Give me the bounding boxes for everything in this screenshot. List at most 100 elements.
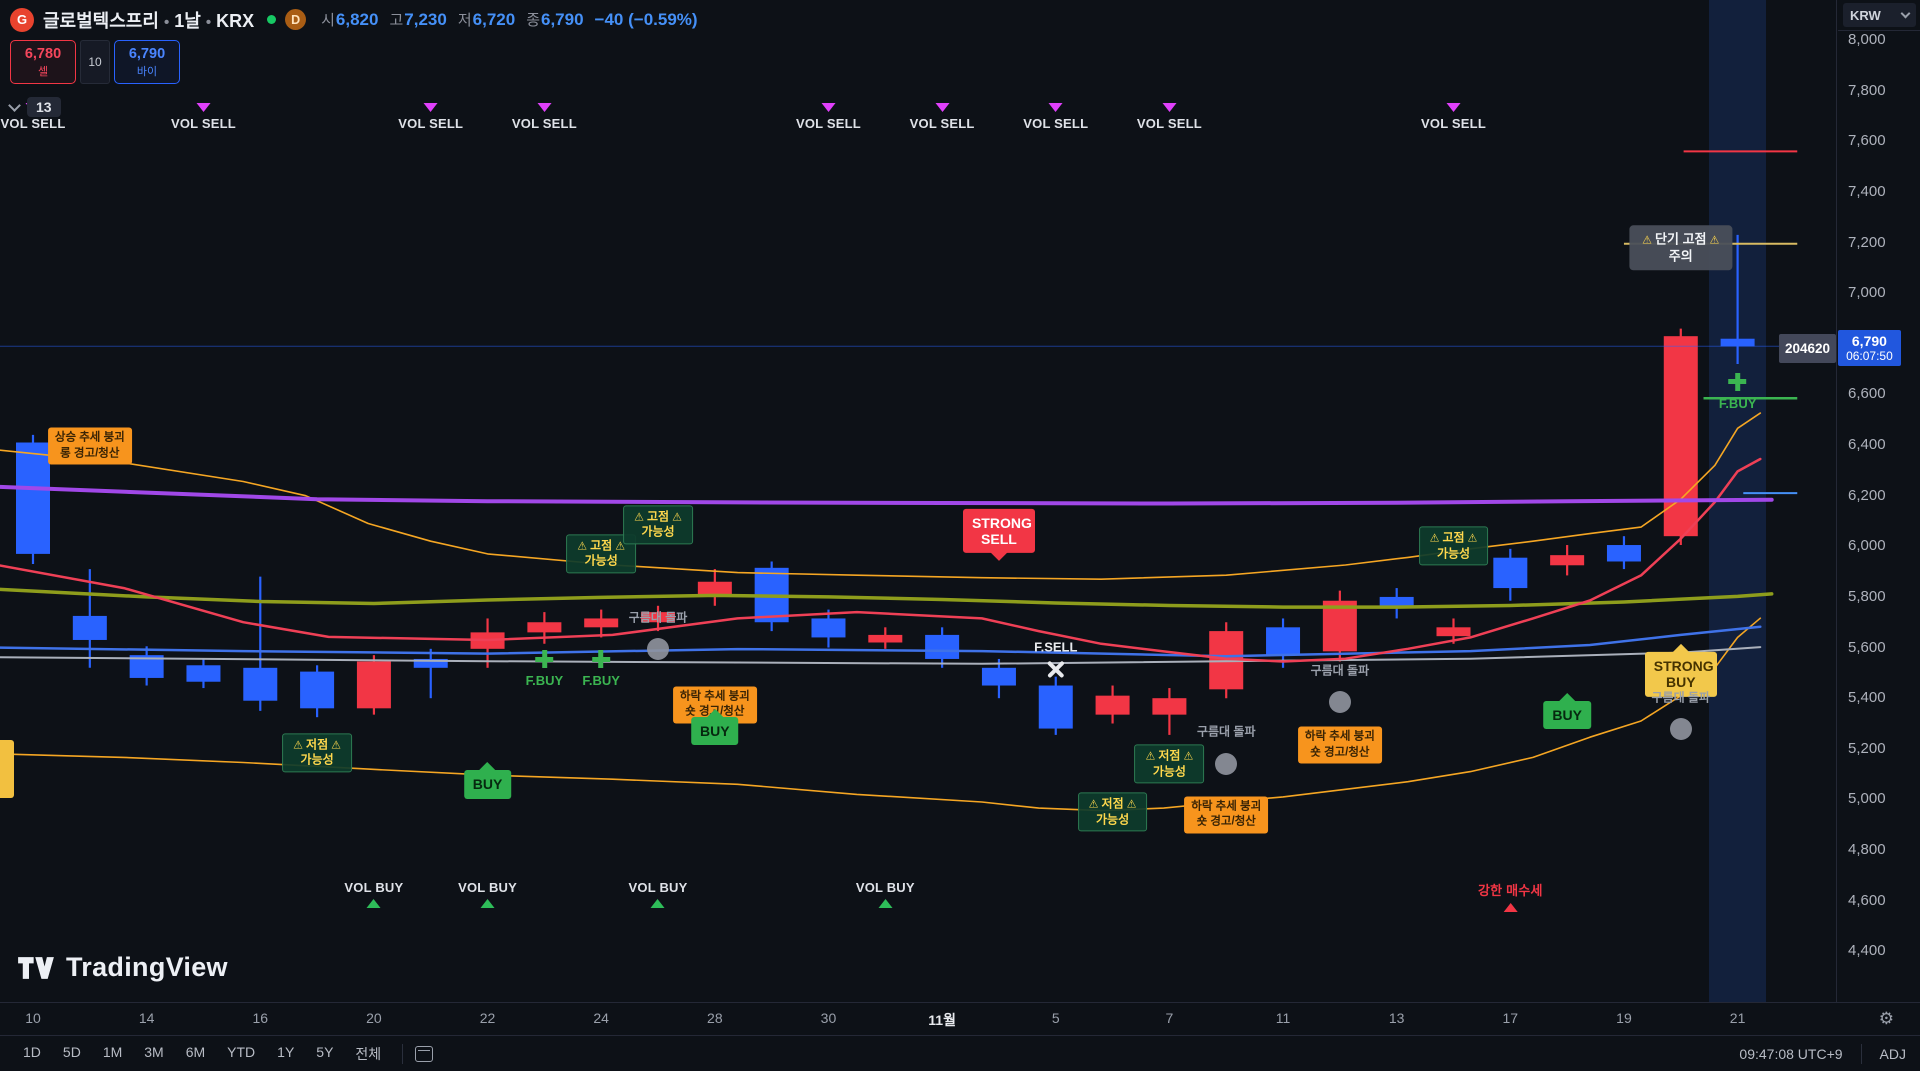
price-chart	[0, 150, 1836, 812]
range-button-ytd[interactable]: YTD	[227, 1043, 256, 1060]
x-icon	[1046, 659, 1065, 678]
warning-icon: ⚠	[1145, 750, 1156, 763]
volume-signal-label: VOL SELL	[796, 116, 861, 131]
adjust-toggle[interactable]: ADJ	[1879, 1045, 1906, 1062]
time-tick-label: 30	[820, 1010, 837, 1026]
symbol-title[interactable]: 글로벌텍스프리 • 1날 • KRX	[43, 7, 254, 33]
candle-body	[243, 667, 278, 701]
downtrend-breakdown-warning-label: 하락 추세 붕괴 숏 경고/청산	[1297, 726, 1382, 764]
sell-price: 6,780	[24, 45, 62, 62]
volume-signal-label: VOL BUY	[458, 880, 518, 895]
sell-label: 셀	[37, 65, 49, 78]
candle-body	[1266, 627, 1301, 656]
volume-signal-label: VOL SELL	[1136, 116, 1202, 131]
candle-body	[413, 658, 448, 668]
warning-label-line: 상승 추세 붕괴	[54, 431, 125, 444]
plus-icon	[1728, 372, 1747, 391]
volume-signal-triangle-icon	[366, 899, 381, 908]
change-value: −40 (−0.59%)	[594, 9, 698, 29]
volume-signal-triangle-icon	[537, 103, 552, 112]
range-button-1d[interactable]: 1D	[23, 1043, 41, 1060]
candle-body	[1720, 338, 1755, 347]
cloud-breakout-label: 구름대 돌파	[1651, 690, 1711, 705]
range-button-5d[interactable]: 5D	[62, 1043, 81, 1060]
volume-signal-triangle-icon	[935, 103, 950, 112]
candle-body	[697, 581, 732, 597]
chevron-down-icon[interactable]	[8, 98, 21, 112]
warning-label-line: 가능성	[300, 752, 334, 767]
currency-label: KRW	[1850, 7, 1881, 23]
low-possibility-warning-label: ⚠ 저점 ⚠ 가능성	[282, 733, 353, 773]
warning-label-line: 주의	[1668, 248, 1693, 264]
price-tick-label: 5,200	[1848, 739, 1886, 757]
indicator-row: 13	[8, 97, 698, 117]
warning-label-box: 하락 추세 붕괴 숏 경고/청산	[1184, 796, 1269, 834]
buy-button[interactable]: 6,790 바이	[114, 40, 180, 84]
price-tick-label: 7,000	[1848, 284, 1886, 302]
open-value: 시6,820	[321, 10, 379, 29]
price-tick-label: 5,800	[1848, 587, 1886, 605]
volume-signal-triangle-icon	[1503, 903, 1518, 912]
plus-icon	[535, 650, 554, 669]
range-button-3m[interactable]: 3M	[144, 1043, 164, 1060]
f-buy-marker: F.BUY	[526, 650, 563, 688]
toolbar-divider	[1860, 1043, 1862, 1064]
market-status-dot	[267, 15, 277, 24]
warning-label-line: ⚠ 단기 고점 ⚠	[1642, 230, 1720, 246]
chevron-down-icon	[1900, 8, 1911, 19]
warning-icon: ⚠	[634, 511, 644, 524]
indicator-count-pill[interactable]: 13	[27, 97, 61, 117]
ma-line-olive-ma	[0, 587, 1774, 609]
chart-area[interactable]: VOL SELL VOL SELL VOL SELL VOL SELL VOL SELL…	[0, 0, 1837, 1002]
symbol-logo: G	[10, 7, 34, 32]
range-button-5y[interactable]: 5Y	[316, 1043, 334, 1060]
candle-body	[1663, 336, 1698, 537]
vol-sell-marker: VOL SELL	[910, 103, 975, 131]
time-tick-label: 28	[707, 1010, 723, 1026]
range-button-1y[interactable]: 1Y	[277, 1043, 295, 1060]
symbol-code-badge: 204620	[1779, 333, 1837, 363]
vol-buy-marker: VOL BUY	[629, 880, 688, 908]
warning-label-box: ⚠ 고점 ⚠ 가능성	[623, 505, 693, 545]
sell-button[interactable]: 6,780 셀	[10, 40, 76, 84]
settings-gear-icon[interactable]: ⚙	[1878, 1009, 1894, 1028]
volume-signal-triangle-icon	[196, 103, 211, 112]
time-tick-label: 17	[1502, 1010, 1519, 1026]
volume-signal-label: 강한 매수세	[1478, 883, 1543, 898]
range-button-6m[interactable]: 6M	[185, 1043, 206, 1060]
clock-label[interactable]: 09:47:08 UTC+9	[1739, 1045, 1843, 1062]
high-value: 고7,230	[389, 10, 447, 29]
candle-body	[981, 667, 1016, 686]
price-tick-label: 6,200	[1848, 486, 1886, 504]
calendar-icon[interactable]	[415, 1045, 434, 1062]
range-button-1m[interactable]: 1M	[102, 1043, 123, 1060]
time-axis[interactable]: 10 14 16 20 22 24 28 30 11월 5 7 11 13 17 19 21 ⚙	[0, 1002, 1920, 1035]
volume-signal-triangle-icon	[1048, 103, 1063, 112]
signal-label-text: STRONG SELL	[962, 508, 1035, 553]
vol-sell-marker: VOL SELL	[171, 103, 236, 131]
warning-icon: ⚠	[615, 540, 626, 553]
buy-signal-label: BUY	[1543, 692, 1591, 729]
time-tick-label: 10	[25, 1010, 41, 1026]
bar-countdown: 06:07:50	[1846, 349, 1893, 363]
time-tick-label: 13	[1388, 1010, 1405, 1026]
currency-dropdown[interactable]: KRW	[1843, 3, 1916, 27]
f-sell-marker: F.SELL	[1034, 639, 1077, 678]
time-tick-label: 11월	[928, 1012, 956, 1028]
range-button-전체[interactable]: 전체	[355, 1045, 382, 1062]
price-tick-label: 7,600	[1848, 132, 1886, 150]
ma-line-blue-ma	[0, 625, 1762, 658]
high-possibility-warning-label: ⚠ 고점 ⚠ 가능성	[1418, 526, 1489, 566]
volume-signal-triangle-icon	[1162, 103, 1177, 112]
uptrend-breakdown-warning-label: 상승 추세 붕괴 롱 경고/청산	[47, 427, 132, 465]
warning-label-box: 하락 추세 붕괴 숏 경고/청산	[1297, 726, 1382, 764]
price-tick-label: 7,400	[1848, 182, 1886, 200]
exchange-label: KRX	[216, 10, 255, 31]
high-possibility-warning-label: ⚠ 고점 ⚠ 가능성	[623, 505, 693, 545]
vol-sell-marker: VOL SELL	[1421, 103, 1486, 131]
candle-body	[300, 671, 335, 709]
warning-icon: ⚠	[331, 739, 342, 752]
close-value: 종6,790	[526, 10, 584, 29]
price-axis[interactable]: KRW 8,0007,8007,6007,4007,2007,0006,8006…	[1838, 0, 1920, 1002]
